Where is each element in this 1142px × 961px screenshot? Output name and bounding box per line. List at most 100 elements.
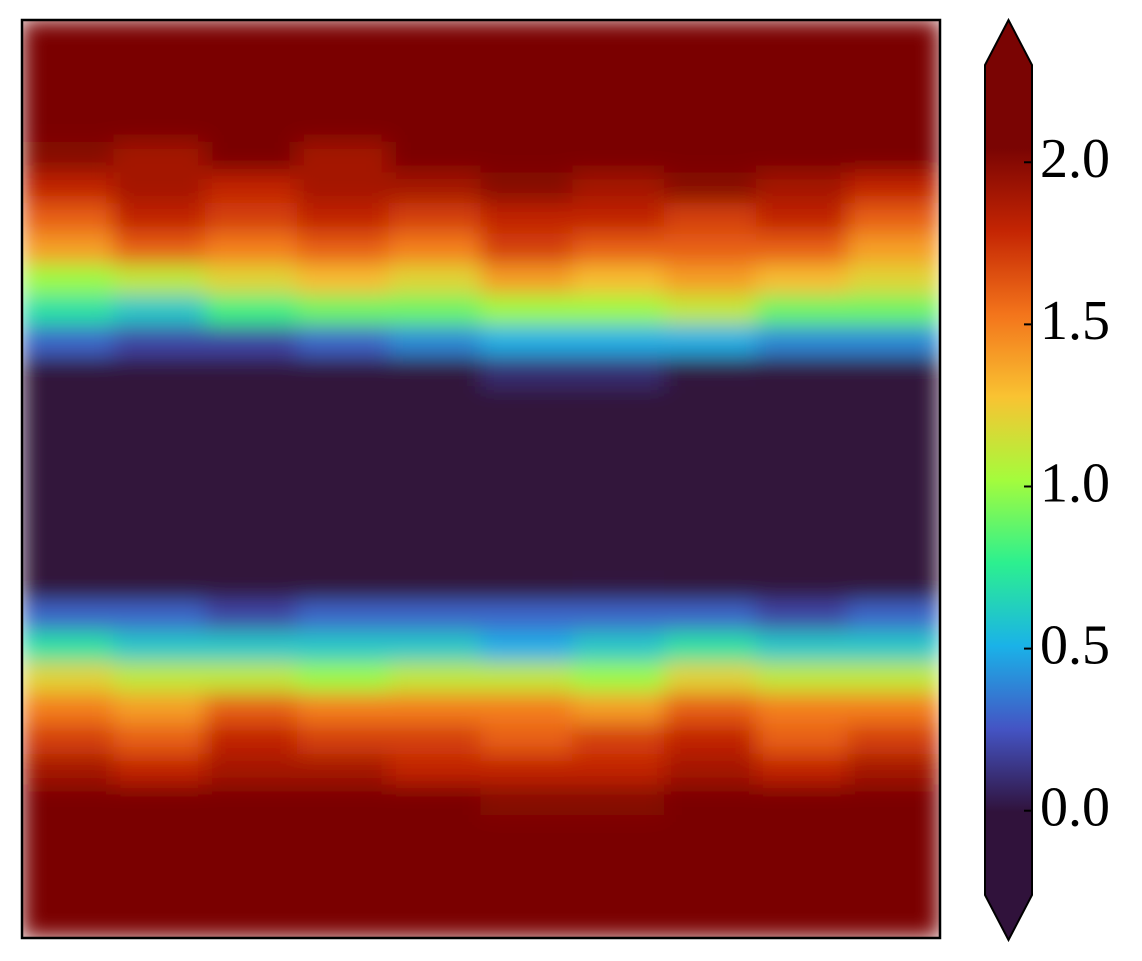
cell	[847, 447, 940, 480]
cell	[22, 845, 115, 878]
cell	[22, 325, 115, 358]
cell	[388, 478, 482, 511]
cell	[22, 111, 115, 143]
cell	[755, 203, 849, 235]
cell	[296, 203, 390, 235]
cell	[664, 141, 757, 174]
cell	[572, 447, 666, 480]
cell	[572, 631, 666, 664]
cell	[388, 692, 482, 725]
cell	[572, 325, 666, 358]
cell	[22, 753, 115, 786]
cell	[22, 80, 115, 113]
cell	[296, 111, 390, 143]
cell	[847, 753, 940, 786]
cell	[388, 50, 482, 82]
cell	[755, 80, 849, 113]
cell	[22, 631, 115, 664]
cell	[296, 141, 390, 174]
cell	[847, 600, 940, 633]
cell	[113, 356, 207, 388]
cell	[572, 50, 666, 82]
colorbar-body	[985, 65, 1032, 895]
cell	[755, 570, 849, 602]
cell	[388, 203, 482, 235]
cell	[480, 264, 574, 296]
cell	[755, 325, 849, 358]
cell	[480, 600, 574, 633]
cell	[572, 723, 666, 755]
cell	[296, 417, 390, 449]
cell	[296, 784, 390, 817]
cell	[572, 876, 666, 908]
cell	[388, 631, 482, 664]
cell	[847, 141, 940, 174]
cell	[388, 815, 482, 847]
cell	[480, 417, 574, 449]
cell	[22, 50, 115, 82]
colorbar-outline	[984, 17, 1033, 943]
colorbar-extend-max	[985, 20, 1032, 65]
cell	[847, 386, 940, 419]
cell	[22, 447, 115, 480]
colorbar-tick-label: 1.0	[1040, 452, 1110, 514]
cell	[480, 50, 574, 82]
cell	[847, 723, 940, 755]
cell	[296, 80, 390, 113]
cell	[296, 356, 390, 388]
cell	[22, 570, 115, 602]
cell	[205, 356, 298, 388]
cell	[113, 631, 207, 664]
cell	[388, 600, 482, 633]
cell	[755, 539, 849, 572]
cell	[664, 600, 757, 633]
cell	[22, 356, 115, 388]
cell	[205, 20, 298, 52]
cell	[572, 233, 666, 266]
cell	[847, 356, 940, 388]
cell	[664, 539, 757, 572]
cell	[388, 233, 482, 266]
cell	[847, 111, 940, 143]
cell	[480, 141, 574, 174]
cell	[847, 80, 940, 113]
cell	[296, 233, 390, 266]
cell	[22, 662, 115, 694]
cell	[480, 447, 574, 480]
cell	[480, 478, 574, 511]
cell	[205, 570, 298, 602]
cell	[113, 294, 207, 327]
cell	[664, 692, 757, 725]
cell	[572, 111, 666, 143]
cell	[388, 570, 482, 602]
cell	[664, 80, 757, 113]
cell	[388, 172, 482, 205]
cell	[480, 906, 574, 938]
cell	[205, 600, 298, 633]
cell	[755, 815, 849, 847]
cell	[205, 233, 298, 266]
cell	[664, 631, 757, 664]
cell	[664, 294, 757, 327]
cell	[755, 20, 849, 52]
cell	[205, 447, 298, 480]
cell	[480, 631, 574, 664]
cell	[847, 539, 940, 572]
cell	[22, 784, 115, 817]
cell	[480, 876, 574, 908]
cell	[847, 570, 940, 602]
cell	[22, 203, 115, 235]
cell	[22, 20, 115, 52]
cell	[480, 172, 574, 205]
cell	[572, 539, 666, 572]
cell	[572, 600, 666, 633]
cell	[296, 753, 390, 786]
cell	[572, 386, 666, 419]
cell	[664, 325, 757, 358]
cell	[664, 845, 757, 878]
cell	[847, 172, 940, 205]
cell	[847, 876, 940, 908]
cell	[296, 478, 390, 511]
cell	[847, 784, 940, 817]
cell	[113, 50, 207, 82]
